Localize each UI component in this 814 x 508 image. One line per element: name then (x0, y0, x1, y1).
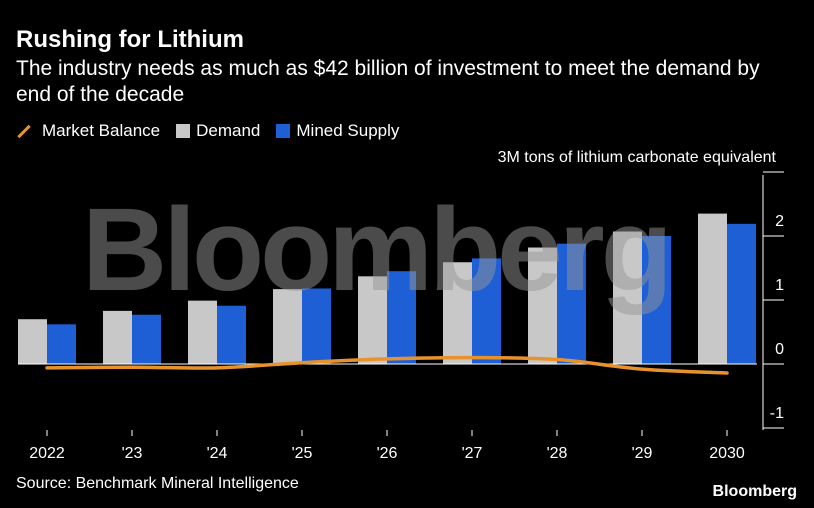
demand-bar (188, 300, 217, 364)
demand-bar (613, 231, 642, 364)
x-tick-label: '29 (632, 445, 653, 462)
mined-supply-bar (217, 305, 246, 364)
x-tick-label: '24 (207, 445, 228, 462)
y-tick-label: -1 (770, 405, 784, 422)
mined-supply-bar (387, 271, 416, 364)
legend-item-mined-supply: Mined Supply (276, 121, 399, 141)
mined-supply-bar (47, 324, 76, 364)
y-tick-label: 0 (775, 341, 784, 358)
legend-label-market-balance: Market Balance (42, 121, 161, 140)
market-balance-line-group (45, 355, 729, 375)
legend-item-demand: Demand (176, 121, 260, 141)
demand-bar (528, 247, 557, 364)
market-balance-line (45, 355, 729, 375)
x-tick-label: '26 (377, 445, 398, 462)
x-tick-label: 2022 (29, 445, 65, 462)
demand-bar (698, 213, 727, 364)
mined-supply-swatch-icon (276, 124, 291, 138)
mined-supply-bar (727, 223, 756, 364)
legend-label-mined-supply: Mined Supply (296, 121, 400, 140)
demand-bar (18, 319, 47, 364)
demand-bar (443, 262, 472, 364)
demand-swatch-icon (176, 124, 191, 138)
y-axis: -1 0 1 2 (762, 171, 784, 430)
mined-supply-bar (472, 258, 501, 364)
x-tick-label: '25 (292, 445, 313, 462)
x-tick-label: '23 (122, 445, 143, 462)
x-tick-label: 2030 (709, 445, 745, 462)
legend-item-market-balance: Market Balance (16, 121, 160, 141)
y-tick-label: 2 (775, 213, 784, 230)
chart-title: Rushing for Lithium (16, 26, 244, 53)
legend-label-demand: Demand (196, 121, 261, 140)
legend: Market Balance Demand Mined Supply (16, 121, 415, 141)
x-tick-label: '28 (547, 445, 568, 462)
demand-bar (103, 310, 132, 364)
mined-supply-bar (557, 243, 586, 364)
x-axis: 2022 '23 '24 '25 '26 '27 '28 '29 2030 (29, 430, 745, 462)
mined-supply-bar (302, 288, 331, 364)
demand-bar (273, 289, 302, 364)
source-note: Source: Benchmark Mineral Intelligence (16, 475, 299, 492)
mined-supply-bar (132, 314, 161, 364)
demand-bar (358, 276, 387, 364)
x-tick-label: '27 (462, 445, 483, 462)
y-tick-label: 1 (775, 277, 784, 294)
brand-logo: Bloomberg (712, 483, 797, 500)
chart-subtitle: The industry needs as much as $42 billio… (16, 57, 760, 106)
bars-group (18, 213, 757, 365)
mined-supply-bar (642, 236, 671, 364)
unit-label: 3M tons of lithium carbonate equivalent (497, 149, 776, 166)
watermark-group: Bloomberg (82, 184, 673, 316)
watermark-text: Bloomberg (82, 184, 669, 316)
